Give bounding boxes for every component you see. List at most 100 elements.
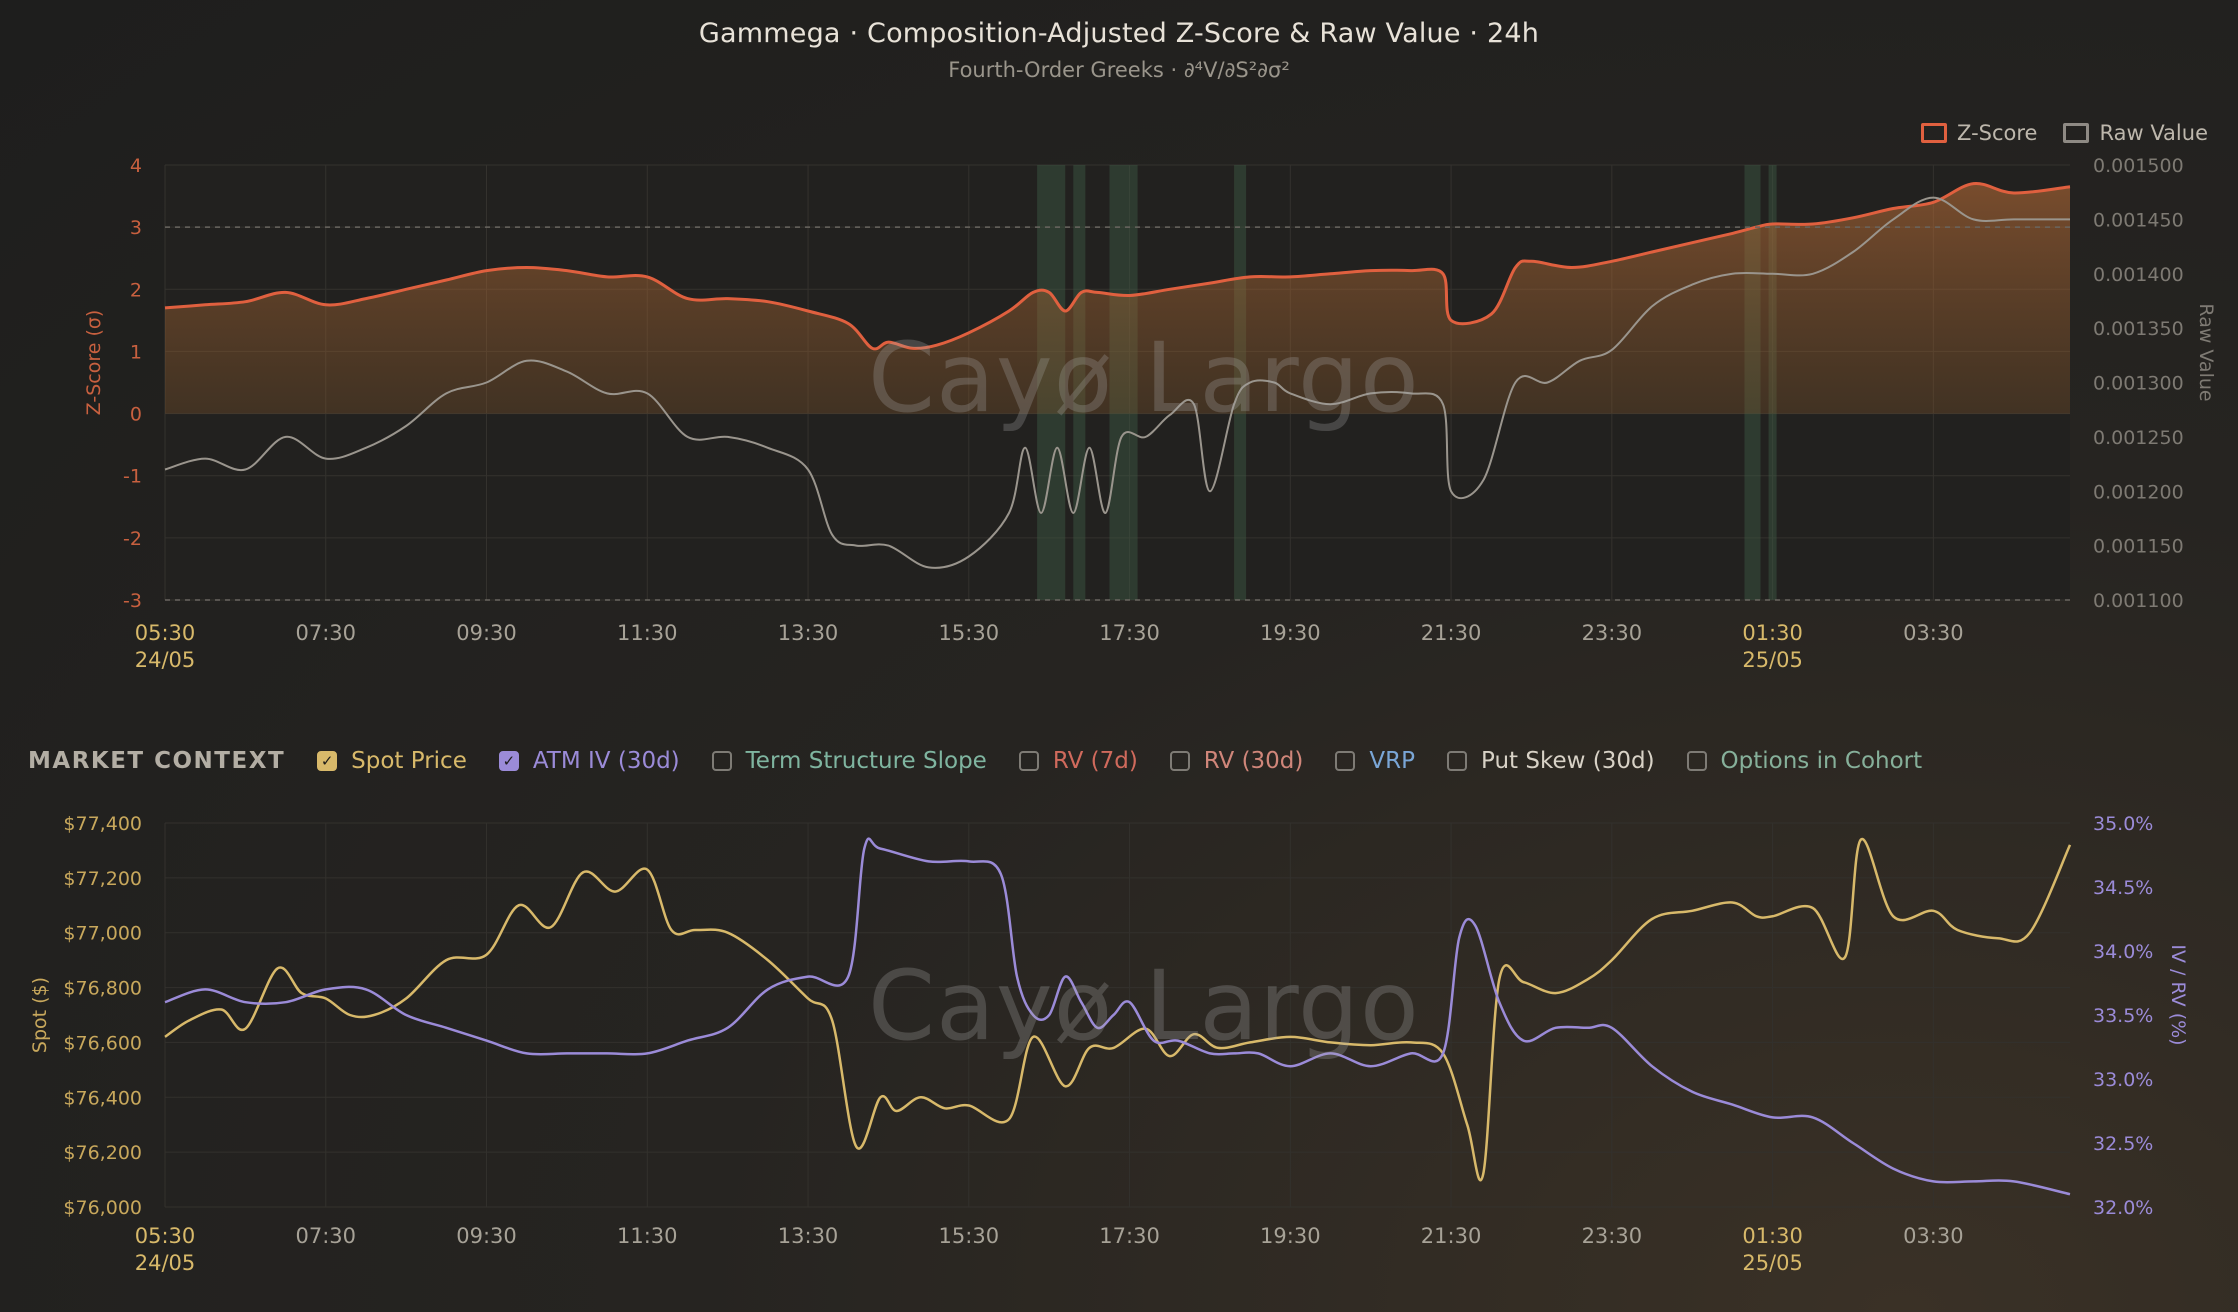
y2-axis-label: Raw Value [2195, 303, 2217, 401]
x-tick-label: 21:30 [1421, 1224, 1482, 1248]
toggle-term-structure-slope[interactable]: Term Structure Slope [711, 748, 987, 774]
toggle-vrp[interactable]: VRP [1335, 748, 1415, 774]
toggle-label: RV (30d) [1203, 748, 1304, 774]
x-tick-label: 07:30 [295, 621, 356, 645]
checkbox-unchecked-icon[interactable] [1018, 751, 1039, 771]
y2-tick-label: 34.0% [2093, 941, 2153, 963]
y2-tick-label: 0.001100 [2093, 590, 2184, 612]
toggle-rv-7d[interactable]: RV (7d) [1018, 748, 1138, 774]
spot-price-line [164, 838, 2072, 1182]
x-tick-label: 13:30 [778, 1224, 839, 1248]
x-tick-label: 17:30 [1099, 621, 1160, 645]
checkbox-unchecked-icon[interactable] [1686, 751, 1707, 771]
x-tick-date-label: 25/05 [1742, 1251, 1803, 1275]
x-tick-label: 11:30 [617, 1224, 678, 1248]
y-tick-label: 2 [130, 279, 142, 301]
x-tick-label: 07:30 [295, 1224, 356, 1248]
x-tick-label: 01:30 [1742, 621, 1803, 645]
x-tick-label: 13:30 [778, 621, 839, 645]
y2-tick-label: 33.5% [2093, 1005, 2153, 1027]
x-tick-label: 15:30 [939, 621, 1000, 645]
y-tick-label: $76,400 [63, 1087, 142, 1109]
chart-title: Gammega · Composition-Adjusted Z-Score &… [698, 18, 1540, 49]
x-tick-label: 09:30 [456, 621, 517, 645]
y-tick-label: $76,600 [63, 1032, 142, 1054]
market-context-title: MARKET CONTEXT [28, 748, 286, 774]
raw-value-swatch-icon [2063, 123, 2090, 143]
checkbox-unchecked-icon[interactable] [711, 751, 732, 771]
checkbox-checked-icon[interactable]: ✓ [498, 751, 519, 771]
z-score-swatch-icon [1921, 123, 1948, 143]
y-tick-label: 3 [130, 217, 142, 239]
y2-tick-label: 0.001400 [2093, 264, 2184, 286]
checkbox-unchecked-icon[interactable] [1169, 751, 1190, 771]
legend-label-z-score: Z-Score [1957, 121, 2038, 145]
x-tick-label: 01:30 [1742, 1224, 1803, 1248]
toggle-label: Spot Price [351, 748, 467, 774]
x-tick-label: 09:30 [456, 1224, 517, 1248]
chart-legend: Z-Score Raw Value [1921, 121, 2208, 145]
checkbox-unchecked-icon[interactable] [1446, 751, 1467, 771]
x-tick-label: 15:30 [939, 1224, 1000, 1248]
y2-tick-label: 0.001500 [2093, 155, 2184, 177]
y-tick-label: -2 [123, 528, 142, 550]
y2-tick-label: 0.001150 [2093, 536, 2184, 558]
toggle-label: VRP [1369, 748, 1415, 774]
y2-tick-label: 34.5% [2093, 877, 2153, 899]
y-tick-label: -3 [123, 590, 142, 612]
market-context-bar: MARKET CONTEXT ✓ Spot Price ✓ ATM IV (30d) T… [28, 748, 1954, 774]
x-tick-label: 19:30 [1260, 621, 1321, 645]
raw-value-line [164, 196, 2070, 569]
y-tick-label: $76,000 [63, 1197, 142, 1219]
legend-item-z-score[interactable]: Z-Score [1921, 121, 2037, 145]
toggle-rv-30d[interactable]: RV (30d) [1169, 748, 1304, 774]
x-tick-label: 03:30 [1903, 621, 1964, 645]
toggle-label: Options in Cohort [1720, 748, 1923, 774]
y-axis-label: Z-Score (σ) [83, 310, 105, 416]
x-tick-label: 21:30 [1421, 621, 1482, 645]
y-axis-label: Spot ($) [29, 977, 51, 1053]
checkbox-unchecked-icon[interactable] [1335, 751, 1356, 771]
y-tick-label: 1 [130, 341, 142, 363]
zscore-chart: 4 3 2 1 0 -1 -2 -3 0.001500 0.001450 0.001400 0.001… [83, 155, 2217, 672]
y-tick-label: 4 [130, 155, 142, 177]
x-tick-label: 19:30 [1260, 1224, 1321, 1248]
market-context-chart: $77,400 $77,200 $77,000 $76,800 $76,600 $76,4… [29, 813, 2189, 1275]
toggle-label: Term Structure Slope [745, 748, 987, 774]
y-tick-label: $77,400 [63, 813, 142, 835]
y2-tick-label: 0.001250 [2093, 427, 2184, 449]
y-tick-label: $77,000 [63, 923, 142, 945]
toggle-label: RV (7d) [1052, 748, 1138, 774]
y-tick-label: -1 [123, 466, 142, 488]
x-tick-label: 17:30 [1099, 1224, 1160, 1248]
toggle-options-in-cohort[interactable]: Options in Cohort [1686, 748, 1923, 774]
y2-tick-label: 0.001300 [2093, 373, 2184, 395]
atm-iv-line [164, 837, 2071, 1196]
toggle-label: Put Skew (30d) [1480, 748, 1655, 774]
y-tick-label: $77,200 [63, 868, 142, 890]
toggle-label: ATM IV (30d) [532, 748, 680, 774]
y2-tick-label: 0.001350 [2093, 318, 2184, 340]
x-tick-label: 05:30 [135, 621, 196, 645]
legend-label-raw-value: Raw Value [2099, 121, 2208, 145]
x-tick-label: 23:30 [1582, 621, 1643, 645]
y2-axis-label: IV / RV (%) [2167, 944, 2189, 1045]
z-score-line [164, 182, 2071, 351]
market-context-toggles: ✓ Spot Price ✓ ATM IV (30d) Term Structure S… [317, 748, 1954, 774]
toggle-atm-iv-30d[interactable]: ✓ ATM IV (30d) [498, 748, 680, 774]
y2-tick-label: 32.0% [2093, 1197, 2153, 1219]
y2-tick-label: 35.0% [2093, 813, 2153, 835]
checkbox-checked-icon[interactable]: ✓ [317, 751, 338, 771]
toggle-put-skew-30d[interactable]: Put Skew (30d) [1446, 748, 1655, 774]
x-tick-label: 11:30 [617, 621, 678, 645]
y2-tick-label: 32.5% [2093, 1133, 2153, 1155]
y-tick-label: 0 [130, 404, 142, 426]
y-tick-label: $76,200 [63, 1142, 142, 1164]
chart-subtitle: Fourth-Order Greeks · ∂⁴V/∂S²∂σ² [948, 58, 1290, 82]
x-tick-label: 05:30 [135, 1224, 196, 1248]
toggle-spot-price[interactable]: ✓ Spot Price [317, 748, 467, 774]
x-tick-label: 03:30 [1903, 1224, 1964, 1248]
x-tick-date-label: 24/05 [135, 648, 196, 672]
x-tick-date-label: 25/05 [1742, 648, 1803, 672]
legend-item-raw-value[interactable]: Raw Value [2063, 121, 2208, 145]
